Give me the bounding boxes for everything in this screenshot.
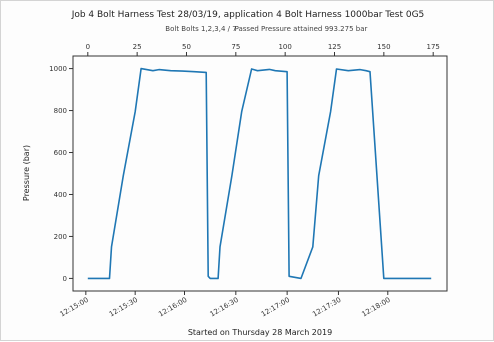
y-axis-label: Pressure (bar) [22, 145, 31, 201]
series-layer [87, 67, 432, 280]
chart-title: Job 4 Bolt Harness Test 28/03/19, applic… [71, 10, 425, 20]
x-axis-label: Started on Thursday 28 March 2019 [188, 328, 332, 337]
plot-area [72, 55, 448, 292]
y-tick-label: 1000 [49, 65, 67, 73]
y-tick-label: 0 [63, 275, 67, 283]
y-tick-label: 600 [54, 149, 67, 157]
top-tick-label: 150 [377, 43, 390, 51]
y-tick-label: 200 [54, 233, 67, 241]
bottom-tick-label: 12:16:30 [209, 296, 240, 319]
top-tick-label: 0 [86, 43, 90, 51]
y-tick-label: 800 [54, 107, 67, 115]
top-tick-label: 25 [133, 43, 142, 51]
y-tick-label: 400 [54, 191, 67, 199]
top-tick-label: 100 [278, 43, 291, 51]
bottom-x-axis: 12:15:00 12:15:30 12:16:00 12:16:30 12:17:00… [59, 291, 392, 318]
bottom-tick-label: 12:15:00 [59, 296, 90, 319]
bottom-tick-label: 12:17:00 [260, 296, 291, 319]
y-axis: 0 200 400 600 800 1000 [49, 65, 73, 283]
bottom-tick-label: 12:15:30 [108, 296, 139, 319]
bottom-tick-label: 12:16:00 [157, 296, 188, 319]
top-tick-label: 175 [426, 43, 439, 51]
top-tick-label: 125 [328, 43, 341, 51]
bottom-tick-label: 12:18:00 [361, 296, 392, 319]
top-tick-label: 75 [231, 43, 240, 51]
top-x-axis: 0 25 50 75 100 125 150 175 [86, 43, 440, 56]
bottom-tick-label: 12:17:30 [311, 296, 342, 319]
chart-subtitle-line2: Passed Pressure attained 993.275 bar [235, 25, 368, 33]
top-tick-label: 50 [182, 43, 191, 51]
chart-subtitle-line1: Bolt Bolts 1,2,3,4 / 7 [165, 25, 236, 33]
pressure-series-line [87, 67, 432, 280]
